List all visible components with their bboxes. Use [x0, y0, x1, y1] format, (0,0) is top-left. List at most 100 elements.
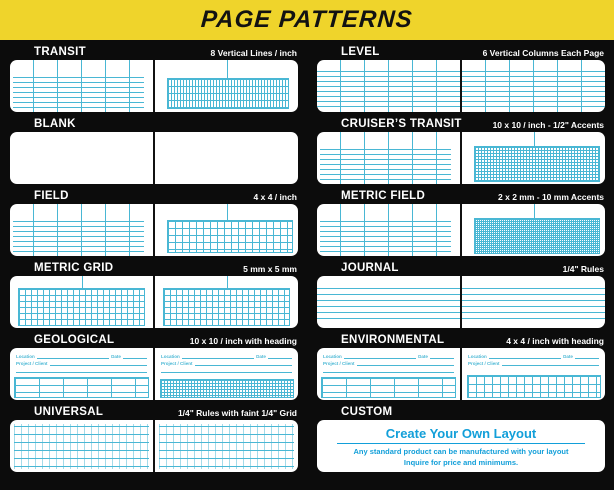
page-title: PAGE PATTERNS: [200, 6, 414, 33]
pattern-name: LEVEL: [341, 46, 380, 58]
page-right: [460, 132, 605, 184]
section-header: CRUISER’S TRANSIT 10 x 10 / inch - 1/2" …: [317, 118, 605, 132]
binding-tick: [226, 276, 228, 288]
grid-block: [474, 218, 600, 254]
grid-block: [160, 379, 294, 398]
write-line: [356, 365, 454, 366]
location-label: Location: [16, 353, 35, 359]
write-line: [16, 372, 147, 373]
section-level: LEVEL 6 Vertical Columns Each Page: [317, 46, 605, 114]
location-label: Location: [161, 353, 180, 359]
pattern-name: ENVIRONMENTAL: [341, 334, 445, 346]
page-right: [153, 420, 298, 472]
pattern-description: 1/4" Rules: [562, 264, 604, 274]
binding-tick: [226, 204, 228, 220]
page-right: [153, 132, 298, 184]
pattern-description: 6 Vertical Columns Each Page: [482, 48, 604, 58]
grid-block: [167, 78, 289, 109]
section-header: BLANK: [10, 118, 298, 132]
pattern-preview-metric-field: [317, 204, 605, 256]
page-left: Location Date Project / Client: [10, 348, 153, 400]
section-field: FIELD 4 x 4 / inch: [10, 190, 298, 258]
grid-block: [467, 375, 601, 398]
page-right: [153, 204, 298, 256]
page-right: [460, 276, 605, 328]
heading-row: [161, 366, 292, 373]
page-left: [317, 204, 460, 256]
pattern-name: CRUISER’S TRANSIT: [341, 118, 462, 130]
pattern-name: JOURNAL: [341, 262, 399, 274]
pattern-preview-geological: Location Date Project / Client Location Da…: [10, 348, 298, 400]
pattern-preview-cruisers-transit: [317, 132, 605, 184]
section-universal: UNIVERSAL 1/4" Rules with faint 1/4" Gri…: [10, 406, 298, 474]
pattern-preview-journal: [317, 276, 605, 328]
write-line: [323, 372, 454, 373]
pattern-name: BLANK: [34, 118, 76, 130]
heading-row: [323, 366, 454, 373]
pattern-description: 4 x 4 / inch with heading: [506, 336, 604, 346]
section-header: CUSTOM: [317, 406, 605, 420]
pattern-description: 2 x 2 mm - 10 mm Accents: [498, 192, 604, 202]
pattern-name: FIELD: [34, 190, 69, 202]
write-line: [267, 358, 292, 359]
write-line: [488, 358, 562, 359]
heading-row: Project / Client: [323, 359, 454, 366]
section-transit: TRANSIT 8 Vertical Lines / inch: [10, 46, 298, 114]
location-label: Location: [468, 353, 487, 359]
write-line: [161, 372, 292, 373]
section-header: METRIC GRID 5 mm x 5 mm: [10, 262, 298, 276]
page-right: Location Date Project / Client: [153, 348, 298, 400]
pattern-name: TRANSIT: [34, 46, 86, 58]
grid-block: [167, 220, 293, 253]
page-left: Location Date Project / Client: [317, 348, 460, 400]
heading-row: Project / Client: [161, 359, 292, 366]
page-left: [10, 132, 153, 184]
write-line: [122, 358, 147, 359]
pattern-description: 1/4" Rules with faint 1/4" Grid: [177, 408, 297, 418]
page-patterns-banner: PAGE PATTERNS: [0, 0, 614, 40]
page-left: [10, 204, 153, 256]
custom-text-line2: Inquire for price and minimums.: [403, 457, 519, 467]
heading-row: Location Date: [161, 352, 292, 359]
pattern-preview-transit: [10, 60, 298, 112]
pattern-preview-metric-grid: [10, 276, 298, 328]
page-right: [460, 204, 605, 256]
pattern-name: CUSTOM: [341, 406, 393, 418]
section-journal: JOURNAL 1/4" Rules: [317, 262, 605, 330]
section-header: ENVIRONMENTAL 4 x 4 / inch with heading: [317, 334, 605, 348]
pattern-name: UNIVERSAL: [34, 406, 104, 418]
custom-layout-panel: Create Your Own Layout Any standard prod…: [317, 420, 605, 472]
write-line: [49, 365, 147, 366]
page-left: [10, 420, 153, 472]
section-geological: GEOLOGICAL 10 x 10 / inch with heading L…: [10, 334, 298, 402]
section-cruisers-transit: CRUISER’S TRANSIT 10 x 10 / inch - 1/2" …: [317, 118, 605, 186]
project-client-label: Project / Client: [323, 360, 355, 366]
pattern-description: 4 x 4 / inch: [253, 192, 297, 202]
section-metric-field: METRIC FIELD 2 x 2 mm - 10 mm Accents: [317, 190, 605, 258]
binding-tick: [226, 60, 228, 78]
pattern-description: 5 mm x 5 mm: [243, 264, 297, 274]
pattern-description: 8 Vertical Lines / inch: [210, 48, 297, 58]
pattern-description: 10 x 10 / inch with heading: [189, 336, 297, 346]
page-right: [153, 60, 298, 112]
binding-tick: [533, 132, 535, 146]
section-environmental: ENVIRONMENTAL 4 x 4 / inch with heading …: [317, 334, 605, 402]
pattern-name: GEOLOGICAL: [34, 334, 115, 346]
section-metric-grid: METRIC GRID 5 mm x 5 mm: [10, 262, 298, 330]
page-right: [460, 60, 605, 112]
heading-row: Project / Client: [468, 359, 599, 366]
heading-row: Location Date: [16, 352, 147, 359]
section-header: JOURNAL 1/4" Rules: [317, 262, 605, 276]
section-header: GEOLOGICAL 10 x 10 / inch with heading: [10, 334, 298, 348]
section-header: TRANSIT 8 Vertical Lines / inch: [10, 46, 298, 60]
write-line: [574, 358, 599, 359]
page-left: [10, 60, 153, 112]
custom-text-line1: Any standard product can be manufactured…: [353, 447, 569, 456]
column-table-block: [14, 377, 149, 398]
pattern-preview-field: [10, 204, 298, 256]
write-line: [181, 358, 255, 359]
page-left: [317, 132, 460, 184]
pattern-preview-universal: [10, 420, 298, 472]
pattern-preview-blank: [10, 132, 298, 184]
grid-block: [474, 146, 600, 182]
